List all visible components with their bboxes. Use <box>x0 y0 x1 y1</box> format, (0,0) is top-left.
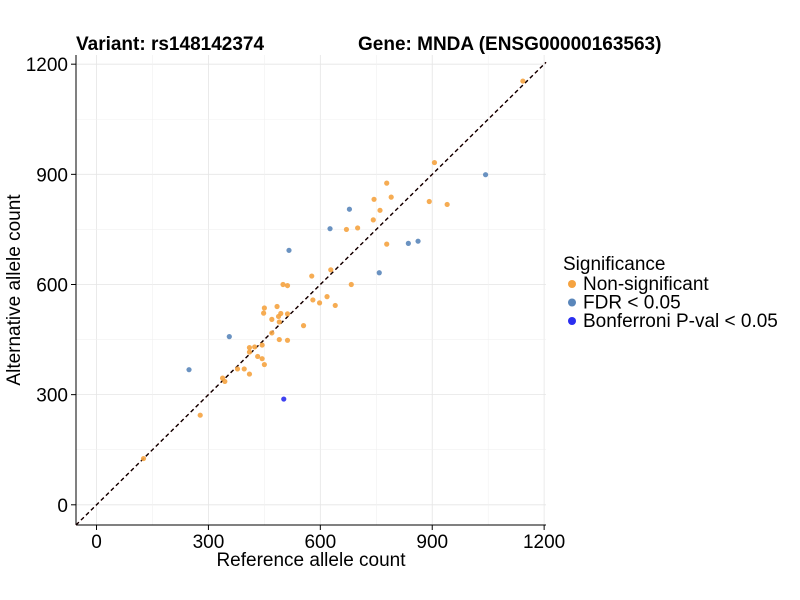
point-fdr-0-05 <box>482 172 489 178</box>
point-non-significant <box>324 294 330 300</box>
point-non-significant <box>261 305 267 311</box>
y-tick-label: 300 <box>36 386 68 407</box>
point-non-significant <box>355 225 361 231</box>
x-tick-label: 0 <box>91 532 102 553</box>
point-fdr-0-05 <box>405 240 411 246</box>
x-tick-label: 1200 <box>523 532 565 553</box>
point-non-significant <box>300 323 307 329</box>
point-fdr-0-05 <box>415 238 421 244</box>
y-axis-title: Alternative allele count <box>4 194 25 386</box>
point-fdr-0-05 <box>226 334 232 340</box>
point-bonferroni-p-val-0-05 <box>281 396 287 402</box>
point-non-significant <box>444 201 450 208</box>
axes <box>75 55 546 526</box>
grid-major <box>76 55 546 525</box>
x-tick-label: 600 <box>304 532 336 553</box>
point-non-significant <box>246 371 253 377</box>
point-non-significant <box>274 303 280 310</box>
point-non-significant <box>259 342 265 348</box>
point-non-significant <box>246 349 253 355</box>
point-non-significant <box>246 345 253 351</box>
point-fdr-0-05 <box>327 226 333 232</box>
point-non-significant <box>284 282 291 289</box>
point-non-significant <box>278 310 284 317</box>
identity-line <box>75 61 547 526</box>
legend-key <box>568 280 576 288</box>
point-non-significant <box>426 198 432 205</box>
point-non-significant <box>269 330 275 336</box>
point-non-significant <box>309 273 315 279</box>
point-non-significant <box>255 353 261 360</box>
chart-title-gene: Gene: MNDA (ENSG00000163563) <box>358 34 661 55</box>
point-non-significant <box>269 316 275 322</box>
legend-title: Significance <box>563 254 665 275</box>
point-non-significant <box>259 356 265 362</box>
point-non-significant <box>280 281 286 288</box>
point-non-significant <box>377 207 383 213</box>
point-non-significant <box>384 241 390 247</box>
point-fdr-0-05 <box>376 270 382 276</box>
point-non-significant <box>348 281 354 288</box>
point-non-significant <box>371 196 377 202</box>
point-non-significant <box>316 300 323 306</box>
diagonal-reference-lines <box>75 61 547 526</box>
point-non-significant <box>328 267 334 273</box>
point-non-significant <box>222 378 228 385</box>
point-non-significant <box>343 226 350 233</box>
point-non-significant <box>276 336 282 343</box>
point-fdr-0-05 <box>186 367 192 373</box>
point-non-significant <box>197 412 203 418</box>
point-non-significant <box>261 310 267 316</box>
legend-label: Non-significant <box>583 274 709 295</box>
point-non-significant <box>520 78 526 84</box>
y-tick-label: 900 <box>36 165 68 186</box>
legend-label: Bonferroni P-val < 0.05 <box>583 311 778 332</box>
point-non-significant <box>388 194 394 200</box>
point-non-significant <box>284 337 291 343</box>
point-non-significant <box>276 319 282 325</box>
legend-key <box>568 317 576 325</box>
point-fdr-0-05 <box>346 206 353 212</box>
x-axis-title: Reference allele count <box>216 550 406 571</box>
point-non-significant <box>384 180 390 186</box>
point-non-significant <box>370 217 376 223</box>
point-non-significant <box>252 344 258 350</box>
legend-key <box>568 298 576 307</box>
point-non-significant <box>284 311 291 317</box>
point-fdr-0-05 <box>286 247 292 253</box>
x-tick-label: 900 <box>416 532 448 553</box>
point-non-significant <box>431 159 438 166</box>
y-tick-label: 600 <box>36 275 68 296</box>
x-tick-label: 300 <box>193 532 225 553</box>
y-tick-label: 1200 <box>26 55 68 76</box>
point-non-significant <box>234 366 241 372</box>
point-non-significant <box>261 361 267 368</box>
grid-minor <box>76 55 546 525</box>
chart-title-variant: Variant: rs148142374 <box>76 34 264 55</box>
legend-label: FDR < 0.05 <box>583 293 681 314</box>
point-non-significant <box>241 366 247 372</box>
point-non-significant <box>332 302 338 309</box>
point-non-significant <box>140 455 147 462</box>
point-non-significant <box>310 297 316 303</box>
data-points <box>140 78 526 462</box>
ticks: 0 300 600 900 1200 0 300 600 900 1200 <box>26 55 566 553</box>
y-tick-label: 0 <box>57 496 68 517</box>
